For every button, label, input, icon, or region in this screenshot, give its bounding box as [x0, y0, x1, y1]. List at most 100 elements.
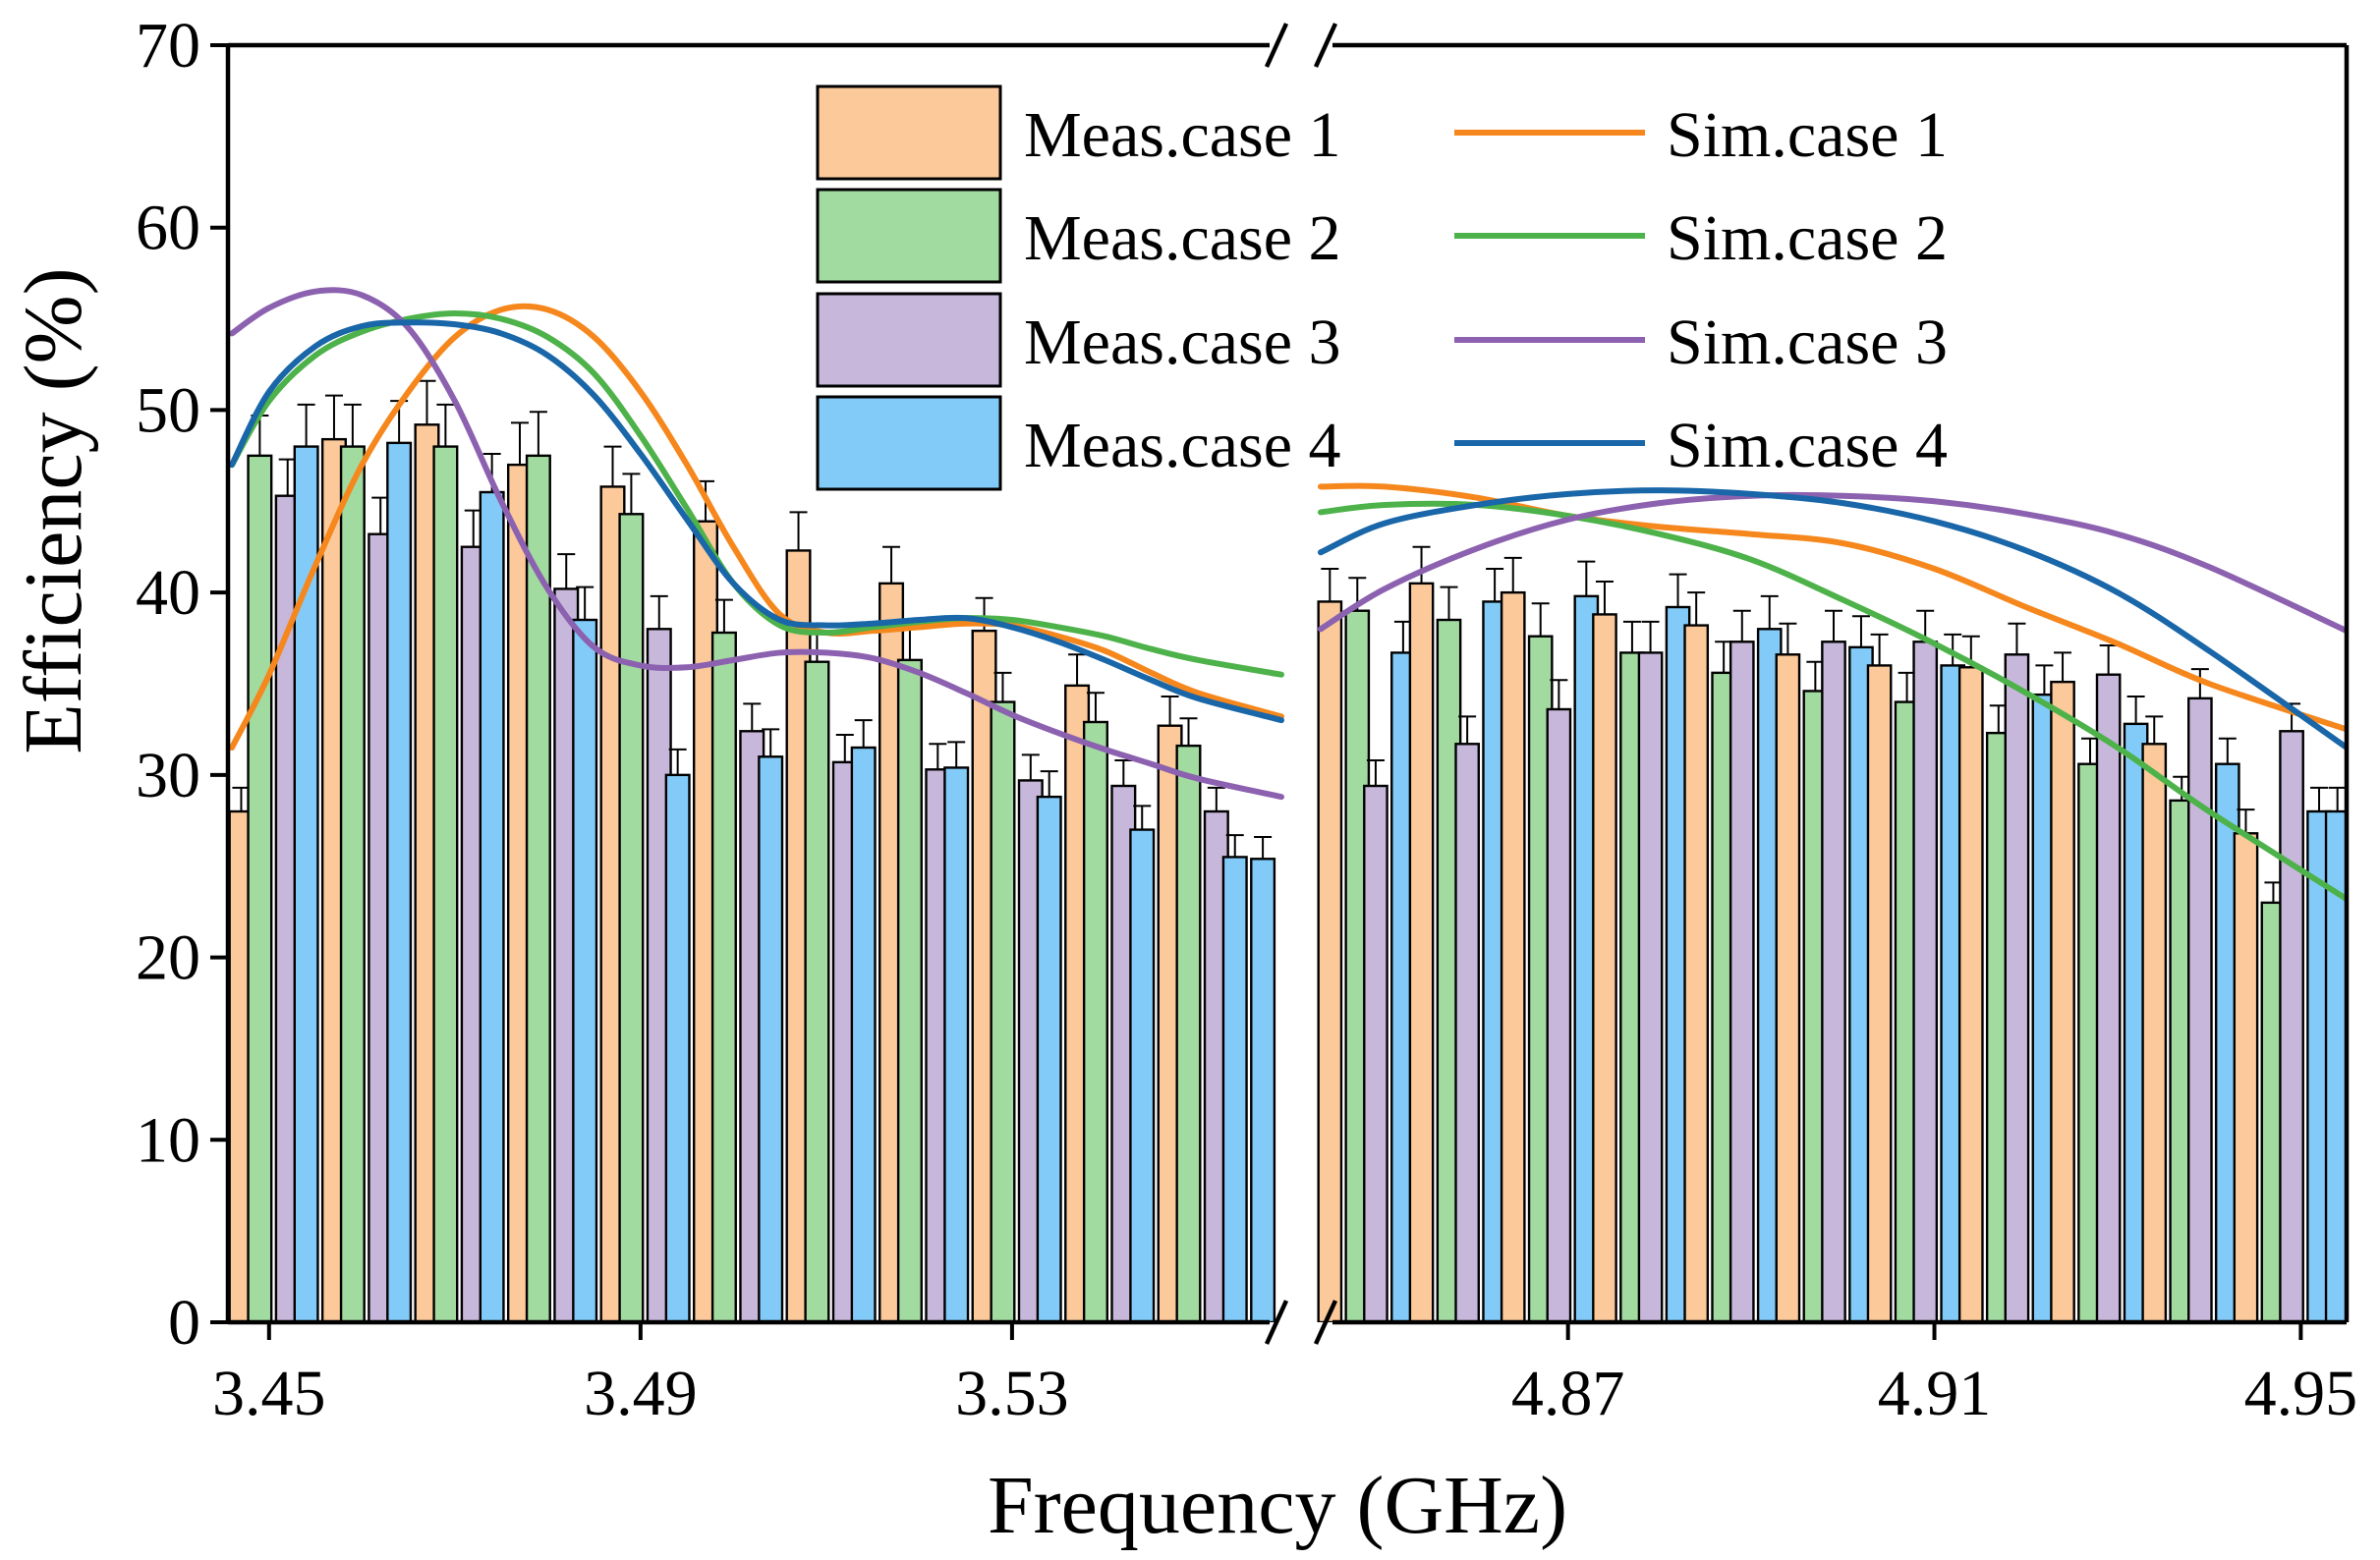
error-bar: [1779, 622, 1797, 655]
sim-line-case4: [1318, 487, 2347, 751]
error-bar: [882, 545, 901, 584]
plot-clip-group: [228, 287, 2347, 1322]
error-bar: [835, 734, 854, 762]
meas-bar-case3: [1728, 641, 1755, 1322]
meas-bar-case4: [850, 746, 877, 1322]
meas-bar-case1: [1408, 582, 1435, 1322]
error-bar: [2190, 668, 2209, 698]
meas-bar-case3: [1363, 784, 1388, 1322]
meas-bar-case1: [2050, 680, 2075, 1322]
error-bar: [1040, 770, 1058, 798]
meas-bar-case2: [339, 445, 366, 1322]
error-bar: [1531, 602, 1550, 637]
meas-bar-case4: [664, 773, 691, 1322]
meas-bar-case2: [618, 513, 645, 1322]
axis-break-slash: [1313, 23, 1338, 68]
error-bar: [2328, 786, 2347, 811]
legend-entry-bar-case1: Meas.case 1: [816, 84, 1341, 181]
error-bar: [762, 728, 780, 757]
error-bar: [929, 743, 947, 770]
sim-line-case1: [1318, 482, 2347, 733]
error-bar: [1641, 620, 1660, 653]
error-bar: [668, 748, 687, 775]
y-tick-label: 70: [136, 10, 200, 82]
y-tick-label: 10: [136, 1104, 200, 1176]
meas-bar-case3: [2279, 730, 2304, 1322]
error-bar: [2035, 664, 2054, 696]
meas-bar-case4: [1250, 858, 1276, 1322]
legend-label: Meas.case 2: [1024, 202, 1341, 274]
x-tick-label: 3.49: [584, 1358, 698, 1429]
error-bar: [436, 403, 455, 447]
sim-line-case3: [1318, 491, 2347, 635]
meas-bar-case3: [1821, 641, 1846, 1322]
axis-break-mark: [1264, 23, 1338, 68]
y-tick-label: 50: [136, 374, 200, 446]
legend-swatch-meas-case1: [816, 84, 1002, 181]
meas-bar-case4: [293, 445, 319, 1322]
error-bar: [743, 702, 762, 732]
sim-line-case1: [229, 303, 1284, 751]
error-bar: [1851, 615, 1870, 647]
error-bar: [789, 511, 808, 551]
axes: 3.45 3.49 3.53 4.87 4.91 4.95 0 10 20 30 40 50 60 70: [136, 10, 2357, 1429]
meas-bar-case2: [432, 445, 459, 1322]
x-tick-label: 4.91: [1878, 1358, 1992, 1429]
legend-entry-line-case1: Sim.case 1: [1454, 99, 1948, 171]
meas-bar-case1: [1500, 590, 1526, 1322]
error-bar: [1412, 545, 1431, 584]
x-tick-label: 4.87: [1511, 1358, 1625, 1429]
error-bar: [1732, 609, 1751, 642]
legend-label: Sim.case 1: [1667, 99, 1948, 171]
error-bar: [2237, 808, 2255, 834]
error-bar: [576, 585, 595, 620]
panel-high-band: [1317, 482, 2347, 1322]
meas-bar-case2: [990, 700, 1016, 1322]
legend-entry-line-case3: Sim.case 3: [1454, 306, 1948, 378]
legend-label: Sim.case 3: [1667, 306, 1948, 378]
meas-bar-case2: [896, 658, 923, 1322]
error-bar: [2145, 715, 2164, 745]
error-bar: [1595, 581, 1614, 615]
error-bar: [1086, 692, 1105, 722]
legend-entry-bar-case3: Meas.case 3: [816, 292, 1341, 388]
meas-bar-case2: [1175, 744, 1202, 1322]
error-bar: [2054, 651, 2072, 683]
y-tick-label: 30: [136, 740, 200, 811]
panel-low-band: [228, 287, 1284, 1322]
legend-label: Meas.case 3: [1024, 306, 1341, 378]
meas-bar-case3: [2187, 696, 2213, 1322]
legend-entry-line-case4: Sim.case 4: [1454, 410, 1948, 481]
axis-break-slash: [1264, 1300, 1289, 1345]
error-bar: [1133, 805, 1152, 830]
sim-line-case4: [229, 319, 1284, 724]
legend-label: Sim.case 4: [1667, 410, 1948, 481]
legend-label: Sim.case 2: [1667, 202, 1948, 274]
meas-bar-case4: [386, 441, 413, 1322]
meas-bar-case1: [1775, 653, 1801, 1322]
legend-label: Meas.case 1: [1024, 99, 1341, 171]
error-bar: [854, 719, 873, 748]
meas-bar-case2: [525, 454, 551, 1322]
error-bar: [2099, 644, 2118, 675]
error-bar: [1870, 633, 1889, 666]
meas-bar-case1: [2141, 743, 2168, 1322]
error-bar: [1486, 568, 1504, 602]
meas-bar-case4: [1221, 856, 1248, 1322]
error-bar: [1366, 759, 1385, 786]
meas-bar-case1: [1592, 613, 1617, 1322]
meas-bar-case1: [1683, 624, 1710, 1322]
error-bar: [2126, 696, 2145, 724]
legend-swatch-meas-case2: [816, 188, 1002, 284]
meas-bar-case4: [1036, 795, 1062, 1322]
y-tick-label: 20: [136, 922, 200, 994]
error-bar: [1161, 696, 1179, 726]
error-bar: [1225, 834, 1244, 858]
meas-bar-case3: [2095, 673, 2122, 1322]
error-bar: [650, 594, 668, 630]
x-tick-label: 3.45: [212, 1358, 326, 1429]
error-bar: [1503, 556, 1522, 593]
error-bar: [2008, 622, 2026, 655]
error-bar: [1550, 679, 1568, 709]
meas-bar-case4: [1129, 828, 1156, 1322]
